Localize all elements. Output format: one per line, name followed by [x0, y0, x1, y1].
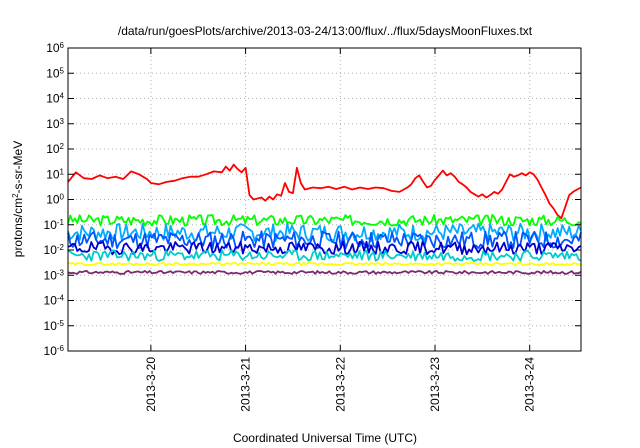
y-tick-label: 10-3	[44, 268, 65, 283]
y-tick-label: 105	[46, 66, 64, 81]
y-tick-label: 10-2	[44, 243, 65, 258]
y-tick-exp: -6	[57, 344, 65, 353]
y-tick-label: 104	[46, 91, 64, 106]
y-tick-exp: 0	[60, 192, 65, 201]
series-line-5	[67, 240, 582, 256]
series-line-2	[67, 213, 582, 227]
y-tick-exp: -1	[57, 217, 65, 226]
y-tick-label: 102	[46, 142, 64, 157]
y-tick-exp: 5	[60, 66, 65, 75]
y-axis-label-pre: protons/cm	[11, 198, 25, 257]
y-tick-base: 10	[46, 117, 60, 131]
x-tick-label: 2013-3-22	[333, 357, 347, 412]
y-tick-base: 10	[44, 294, 58, 308]
y-tick-base: 10	[46, 66, 60, 80]
series-group	[67, 163, 582, 275]
y-tick-label: 10-6	[44, 344, 65, 359]
series-line-3	[67, 222, 582, 243]
y-tick-label: 10-4	[44, 293, 65, 308]
grid-lines	[68, 48, 581, 351]
y-tick-base: 10	[46, 193, 60, 207]
y-tick-base: 10	[44, 344, 58, 358]
y-tick-exp: 4	[60, 91, 65, 100]
y-tick-labels: 10-610-510-410-310-210-11001011021031041…	[44, 41, 65, 359]
y-axis-label-post: -s-sr-MeV	[11, 141, 25, 194]
y-tick-base: 10	[46, 142, 60, 156]
y-tick-label: 10-1	[44, 217, 65, 232]
y-tick-exp: 2	[60, 142, 65, 151]
x-tick-label: 2013-3-20	[144, 357, 158, 412]
chart-title: /data/run/goesPlots/archive/2013-03-24/1…	[118, 24, 533, 38]
y-tick-label: 106	[46, 41, 64, 56]
series-line-6	[67, 249, 582, 262]
series-line-1	[67, 163, 582, 220]
y-tick-label: 103	[46, 116, 64, 131]
tick-marks	[68, 47, 581, 352]
y-axis-label: protons/cm2-s-sr-MeV	[11, 141, 26, 257]
y-tick-exp: -4	[57, 293, 65, 302]
series-line-4	[67, 230, 582, 250]
x-tick-label: 2013-3-23	[428, 357, 442, 412]
y-tick-label: 100	[46, 192, 64, 207]
y-tick-exp: -3	[57, 268, 65, 277]
x-tick-label: 2013-3-21	[239, 357, 253, 412]
x-tick-label: 2013-3-24	[523, 357, 537, 412]
y-tick-exp: 1	[60, 167, 65, 176]
y-tick-label: 10-5	[44, 318, 65, 333]
y-tick-label: 101	[46, 167, 64, 182]
series-line-7	[67, 261, 582, 267]
y-tick-exp: -2	[57, 243, 65, 252]
y-axis-label-sup: 2	[11, 193, 20, 198]
y-tick-base: 10	[46, 167, 60, 181]
y-tick-base: 10	[44, 319, 58, 333]
x-axis-label: Coordinated Universal Time (UTC)	[233, 431, 417, 445]
y-tick-exp: -5	[57, 318, 65, 327]
y-tick-base: 10	[44, 268, 58, 282]
y-tick-exp: 3	[60, 116, 65, 125]
y-tick-base: 10	[44, 243, 58, 257]
y-tick-base: 10	[44, 218, 58, 232]
series-line-8	[67, 270, 582, 275]
y-tick-exp: 6	[60, 41, 65, 50]
y-tick-base: 10	[46, 92, 60, 106]
x-tick-labels: 2013-3-20 2013-3-21 2013-3-22 2013-3-23 2013…	[144, 357, 537, 412]
y-tick-base: 10	[46, 41, 60, 55]
